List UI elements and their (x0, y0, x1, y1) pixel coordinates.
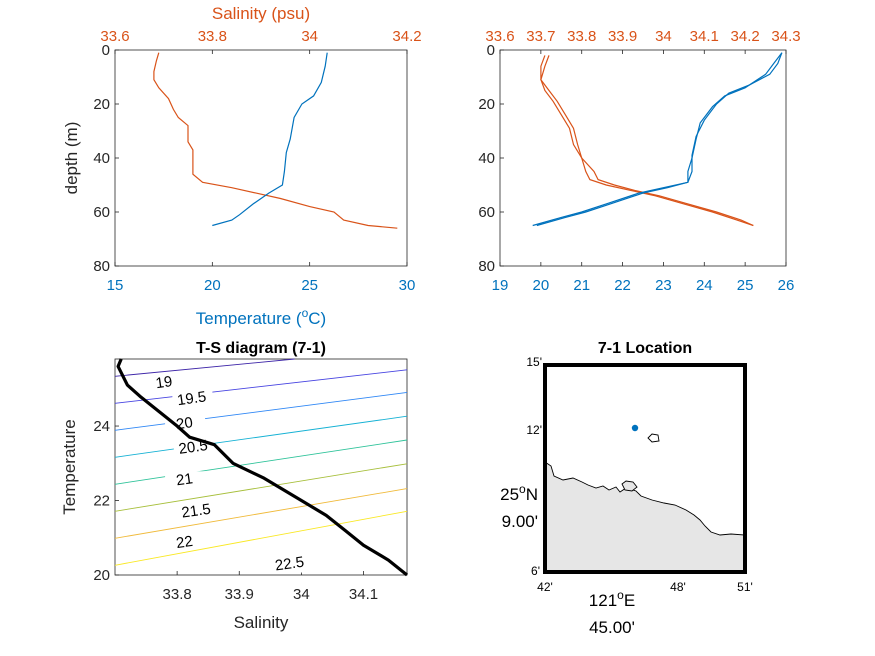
profile-1-temperature-line-1 (212, 52, 328, 227)
profile-2-top-tick-label-4: 34 (655, 28, 672, 45)
ts-ytick-label-0: 20 (93, 567, 110, 584)
map-lon-tick-0: 42' (537, 580, 553, 594)
ts-contour-2 (114, 392, 408, 431)
ts-xtick-label-2: 34 (293, 586, 310, 603)
ts-ytick-label-2: 24 (93, 418, 110, 435)
profile-2-top-tick-label-2: 33.8 (567, 28, 596, 45)
profile-1-bottom-tick-label-3: 30 (399, 277, 416, 294)
profile-2-bottom-tick-label-0: 19 (492, 277, 509, 294)
profile-1-y-axis-label: depth (m) (62, 122, 81, 195)
profile-2-bottom-tick-label-6: 25 (737, 277, 754, 294)
map-lat-tick-2-deg: 25oN (500, 482, 538, 504)
ts-diagram-y-axis-label: Temperature (60, 419, 79, 514)
ts-xtick-label-1: 33.9 (225, 586, 254, 603)
map-lat-tick-0: 15' (526, 355, 542, 369)
ts-contour-label-0: 19 (155, 373, 174, 392)
profile-2-bottom-tick-label-2: 21 (573, 277, 590, 294)
ts-contour-label-1: 19.5 (176, 388, 207, 409)
location-map-axes: 7-1 Location (543, 340, 747, 574)
profile-1-salinity-line-0 (153, 52, 398, 229)
profile-2-ytick-label-0: 0 (487, 42, 495, 59)
profile-2-temperature-line-3 (536, 52, 783, 227)
profile-2-top-tick-label-3: 33.9 (608, 28, 637, 45)
map-lat-tick-1: 12' (526, 423, 542, 437)
profile-1-bottom-axis-label: Temperature (oC) (196, 306, 326, 328)
profile-1-bottom-tick-label-1: 20 (204, 277, 221, 294)
profile-2-ytick-label-3: 60 (478, 204, 495, 221)
profile-1-ytick-label-3: 60 (93, 204, 110, 221)
profile-2-salinity-line-1 (540, 55, 754, 227)
ts-xtick-label-0: 33.8 (163, 586, 192, 603)
ts-diagram-axes: T-S diagram (7-1) Salinity Temperature (60, 340, 408, 632)
profile-2-bottom-tick-label-5: 24 (696, 277, 713, 294)
ts-contour-label-6: 22 (175, 533, 194, 552)
station-marker (631, 424, 639, 432)
ts-contour-7 (114, 510, 408, 566)
ts-contour-label-bg-1 (172, 390, 213, 408)
ts-ytick-label-1: 22 (93, 493, 110, 510)
profile-1-top-tick-label-2: 34 (301, 28, 318, 45)
ts-contour-label-bg-2 (165, 415, 206, 433)
profile-2-ytick-label-2: 40 (478, 150, 495, 167)
profile-1-top-tick-label-0: 33.6 (100, 28, 129, 45)
offshore-islet (647, 433, 660, 443)
ts-contour-label-4: 21 (175, 470, 194, 489)
harbor-islet (621, 480, 638, 492)
ts-contour-3 (114, 415, 408, 458)
map-lon-tick-1-min: 45.00' (589, 618, 635, 637)
coastline-land (544, 461, 746, 573)
profile-2-bottom-tick-label-7: 26 (778, 277, 795, 294)
ts-contour-label-5: 21.5 (180, 501, 211, 522)
location-map-title: 7-1 Location (598, 340, 692, 357)
ts-diagram-x-axis-label: Salinity (234, 613, 289, 632)
ts-contour-label-bg-4 (165, 471, 206, 489)
map-lon-tick-3: 51' (737, 580, 753, 594)
ts-contour-label-bg-5 (176, 502, 217, 520)
profile-2-top-tick-label-1: 33.7 (526, 28, 555, 45)
ts-contour-label-bg-7 (270, 555, 311, 573)
profile-2-top-tick-label-0: 33.6 (485, 28, 514, 45)
map-lon-tick-1-deg: 121oE (589, 588, 635, 610)
ts-contour-label-bg-6 (165, 533, 206, 551)
ts-contour-label-7: 22.5 (274, 554, 305, 575)
ts-contour-label-bg-0 (144, 374, 185, 392)
ts-diagram-title: T-S diagram (7-1) (196, 340, 326, 357)
profile-2-top-tick-label-6: 34.2 (731, 28, 760, 45)
ts-xtick-label-3: 34.1 (349, 586, 378, 603)
profile-2-top-tick-label-7: 34.3 (771, 28, 800, 45)
profile-1-ytick-label-1: 20 (93, 96, 110, 113)
ts-contour-1 (114, 369, 408, 404)
ts-contour-0 (114, 358, 295, 377)
map-lat-tick-3: 6' (531, 564, 540, 578)
profile-1-top-tick-label-1: 33.8 (198, 28, 227, 45)
ts-profile-line (116, 358, 409, 577)
ts-contour-5 (114, 463, 408, 512)
profile-2-salinity-line-0 (540, 55, 754, 227)
profile-1-axes: Salinity (psu) depth (m) Temperature (oC… (62, 4, 408, 328)
profile-1-bottom-tick-label-2: 25 (301, 277, 318, 294)
profile-2-bottom-tick-label-3: 22 (614, 277, 631, 294)
profile-1-bottom-tick-label-0: 15 (107, 277, 124, 294)
ts-contour-4 (114, 439, 408, 485)
map-lon-tick-2: 48' (670, 580, 686, 594)
profile-1-ytick-label-4: 80 (93, 258, 110, 275)
profile-2-bottom-tick-label-1: 20 (533, 277, 550, 294)
ts-contour-label-2: 20 (175, 414, 194, 433)
profile-1-ytick-label-2: 40 (93, 150, 110, 167)
profile-2-ytick-label-4: 80 (478, 258, 495, 275)
profile-2-bottom-tick-label-4: 23 (655, 277, 672, 294)
ts-contour-6 (114, 488, 408, 539)
profile-2-ytick-label-1: 20 (478, 96, 495, 113)
profile-1-top-axis-label: Salinity (psu) (212, 4, 310, 23)
profile-2-top-tick-label-5: 34.1 (690, 28, 719, 45)
profile-1-ytick-label-0: 0 (102, 42, 110, 59)
map-lat-tick-2-min: 9.00' (502, 512, 538, 531)
profile-1-top-tick-label-3: 34.2 (392, 28, 421, 45)
